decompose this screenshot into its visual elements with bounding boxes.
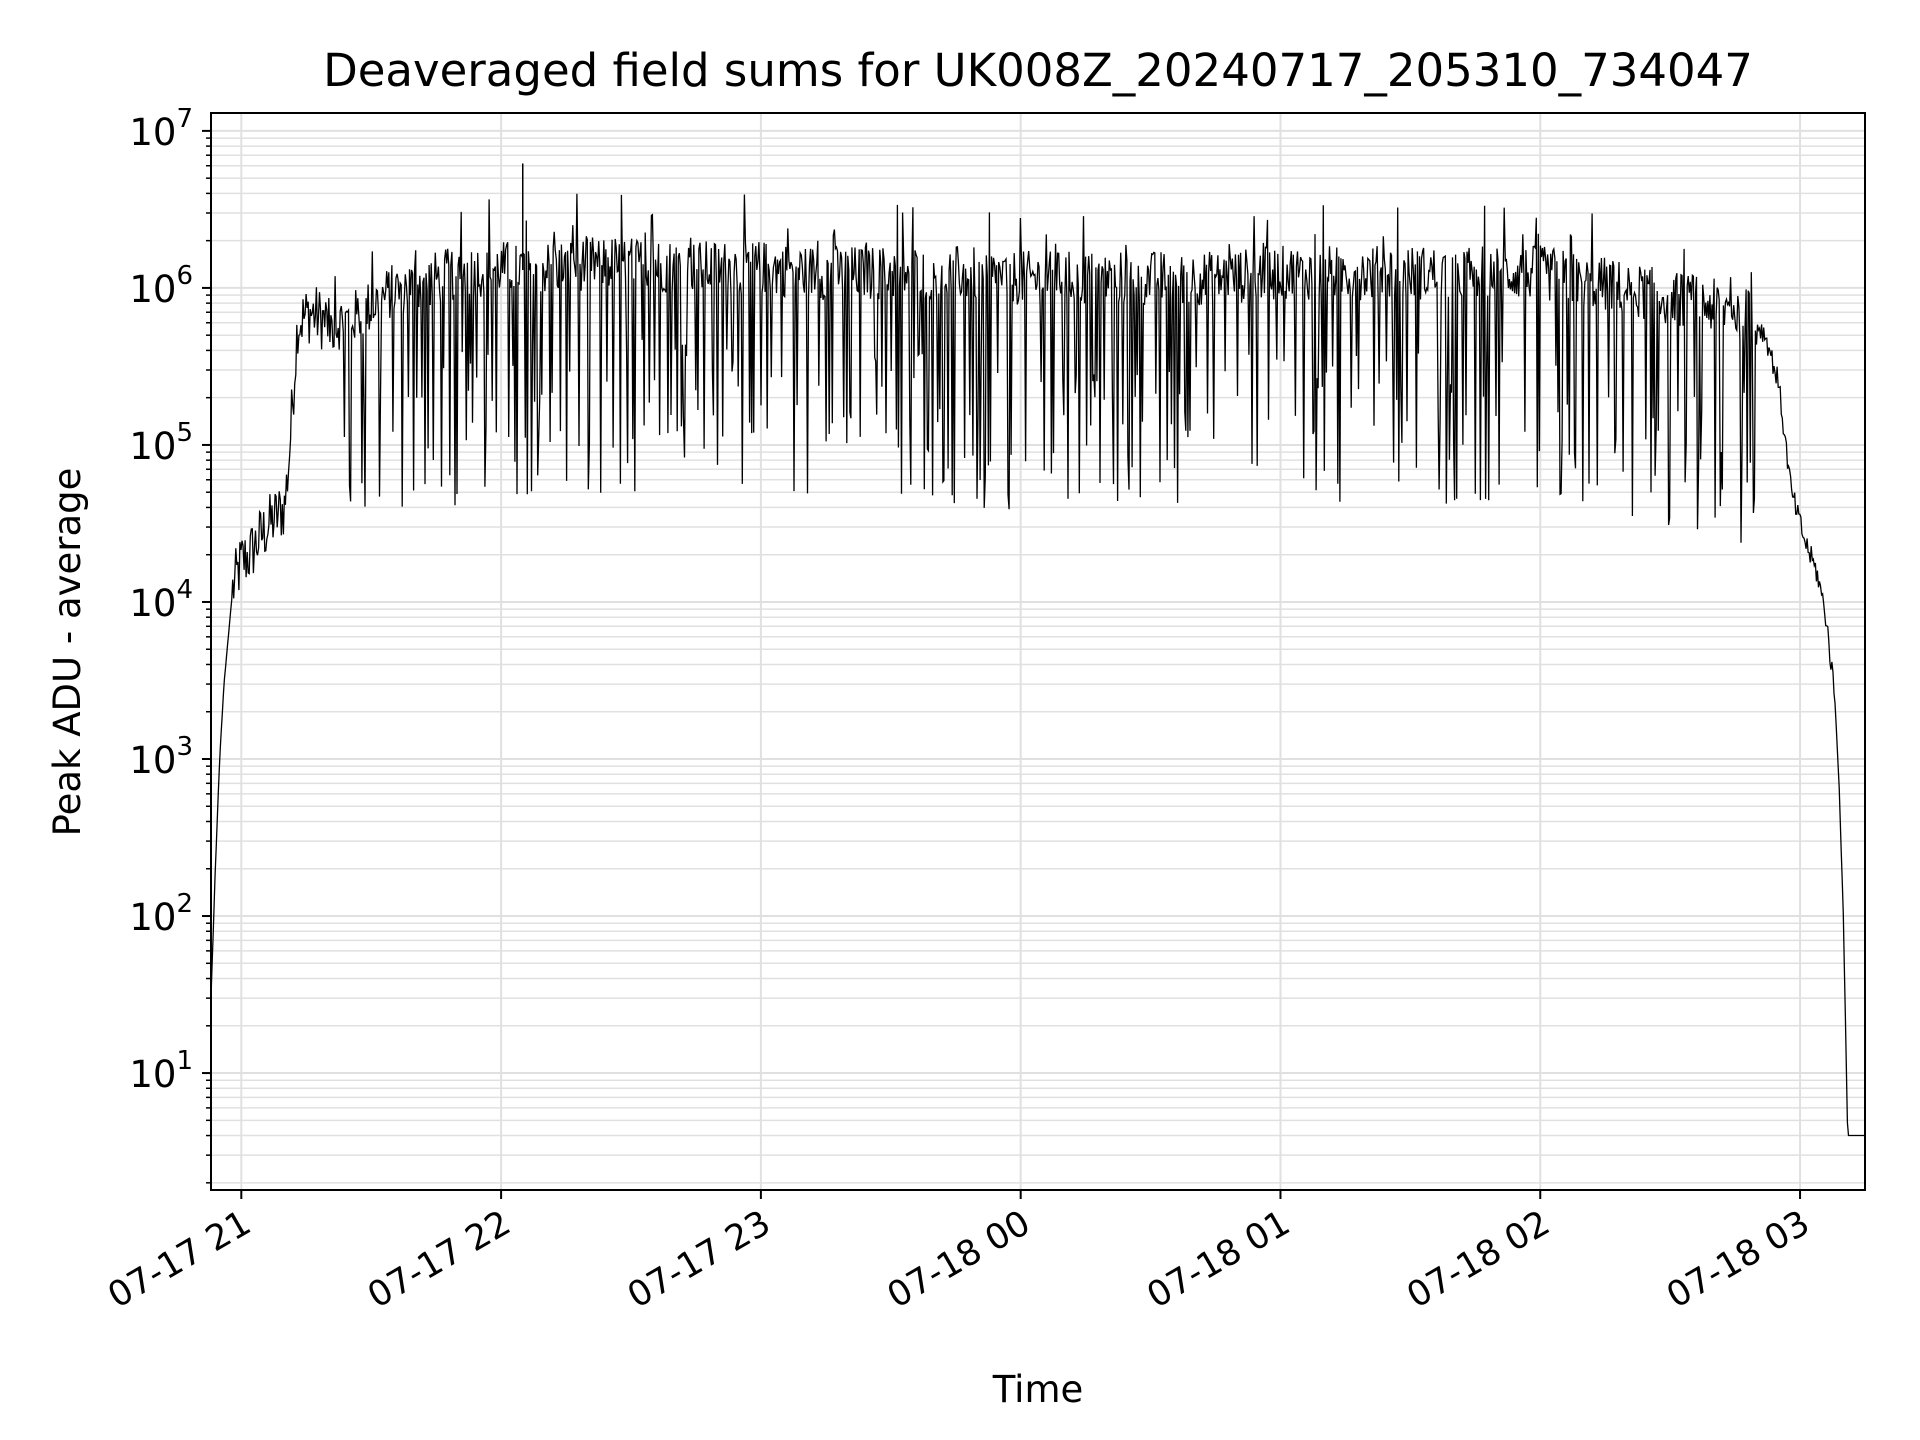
y-tick-label: 103 xyxy=(129,732,193,782)
y-tick-label: 107 xyxy=(129,104,193,154)
y-axis: 101 102 103 104 105 106 107 xyxy=(129,104,211,1184)
x-axis-label: Time xyxy=(992,1368,1084,1411)
y-tick-label: 101 xyxy=(129,1046,193,1096)
y-tick-label: 102 xyxy=(129,889,193,939)
data-series-line xyxy=(210,163,1865,1137)
y-tick-label: 106 xyxy=(129,261,193,311)
series-line xyxy=(210,193,1865,1137)
y-axis-label: Peak ADU - average xyxy=(46,468,89,837)
y-tick-label: 104 xyxy=(129,575,193,625)
plot-frame xyxy=(210,112,1866,1191)
chart-title: Deaveraged field sums for UK008Z_2024071… xyxy=(323,44,1753,97)
y-tick-label: 105 xyxy=(129,418,193,468)
